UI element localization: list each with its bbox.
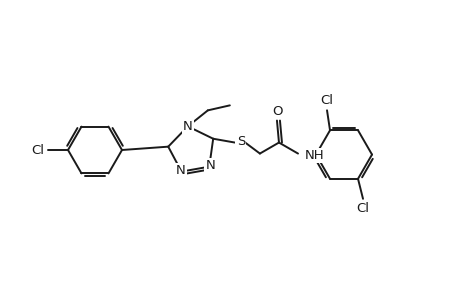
Text: N: N [175,164,185,177]
Text: Cl: Cl [356,202,369,215]
Text: NH: NH [304,149,324,162]
Text: Cl: Cl [31,143,45,157]
Text: Cl: Cl [320,94,333,107]
Text: S: S [236,135,245,148]
Text: O: O [272,105,283,118]
Text: N: N [183,120,192,133]
Text: N: N [205,159,215,172]
